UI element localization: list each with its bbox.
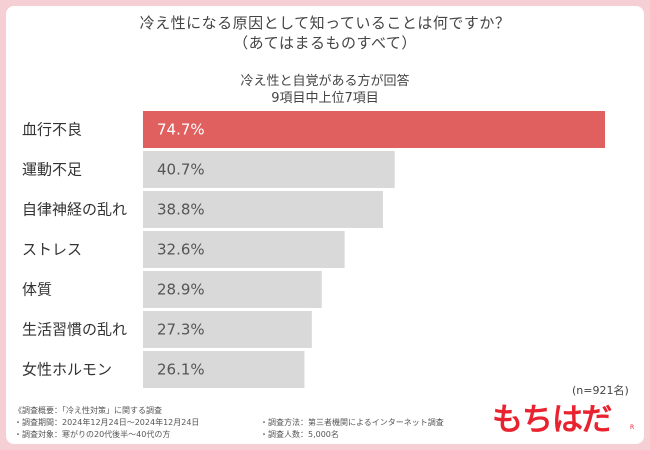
value-label-1: 74.7% [157,121,205,139]
value-label-7: 26.1% [157,361,205,379]
value-label-4: 32.6% [157,241,205,259]
brand-logo: もちはだ [492,402,612,438]
chart-subtitle: 冷え性と自覚がある方が回答 [240,74,410,89]
sample-size: (n=921名) [572,384,629,397]
category-label-2: 運動不足 [22,161,82,179]
brand-registered-mark: R [630,424,635,431]
footnote-period: ・調査期間：2024年12月24日～2024年12月24日 [14,418,200,427]
chart-subtitle-scope: 9項目中上位7項目 [271,91,379,106]
footnote-count: ・調査人数：5,000名 [260,430,339,439]
chart-title-note: （あてはまるものすべて） [233,34,417,52]
bar-3 [143,191,383,228]
value-label-6: 27.3% [157,321,205,339]
category-label-6: 生活習慣の乱れ [22,321,127,339]
bar-6 [143,311,312,348]
bar-7 [143,351,305,388]
bar-1 [143,111,605,148]
value-label-5: 28.9% [157,281,205,299]
chart-title: 冷え性になる原因として知っていることは何ですか？ [139,14,511,32]
value-label-2: 40.7% [157,161,205,179]
bar-5 [143,271,322,308]
category-label-7: 女性ホルモン [22,361,112,379]
value-label-3: 38.8% [157,201,205,219]
footnote-method: ・調査方法：第三者機関によるインターネット調査 [260,418,444,427]
footnote-target: ・調査対象：寒がりの20代後半～40代の方 [14,430,171,439]
category-label-4: ストレス [22,241,82,259]
category-label-5: 体質 [22,281,52,299]
bar-4 [143,231,345,268]
footnote-survey-name: 《調査概要：「冷え性対策」に関する調査 [14,406,162,415]
category-label-1: 血行不良 [22,121,82,139]
bar-2 [143,151,395,188]
category-label-3: 自律神経の乱れ [22,201,127,219]
